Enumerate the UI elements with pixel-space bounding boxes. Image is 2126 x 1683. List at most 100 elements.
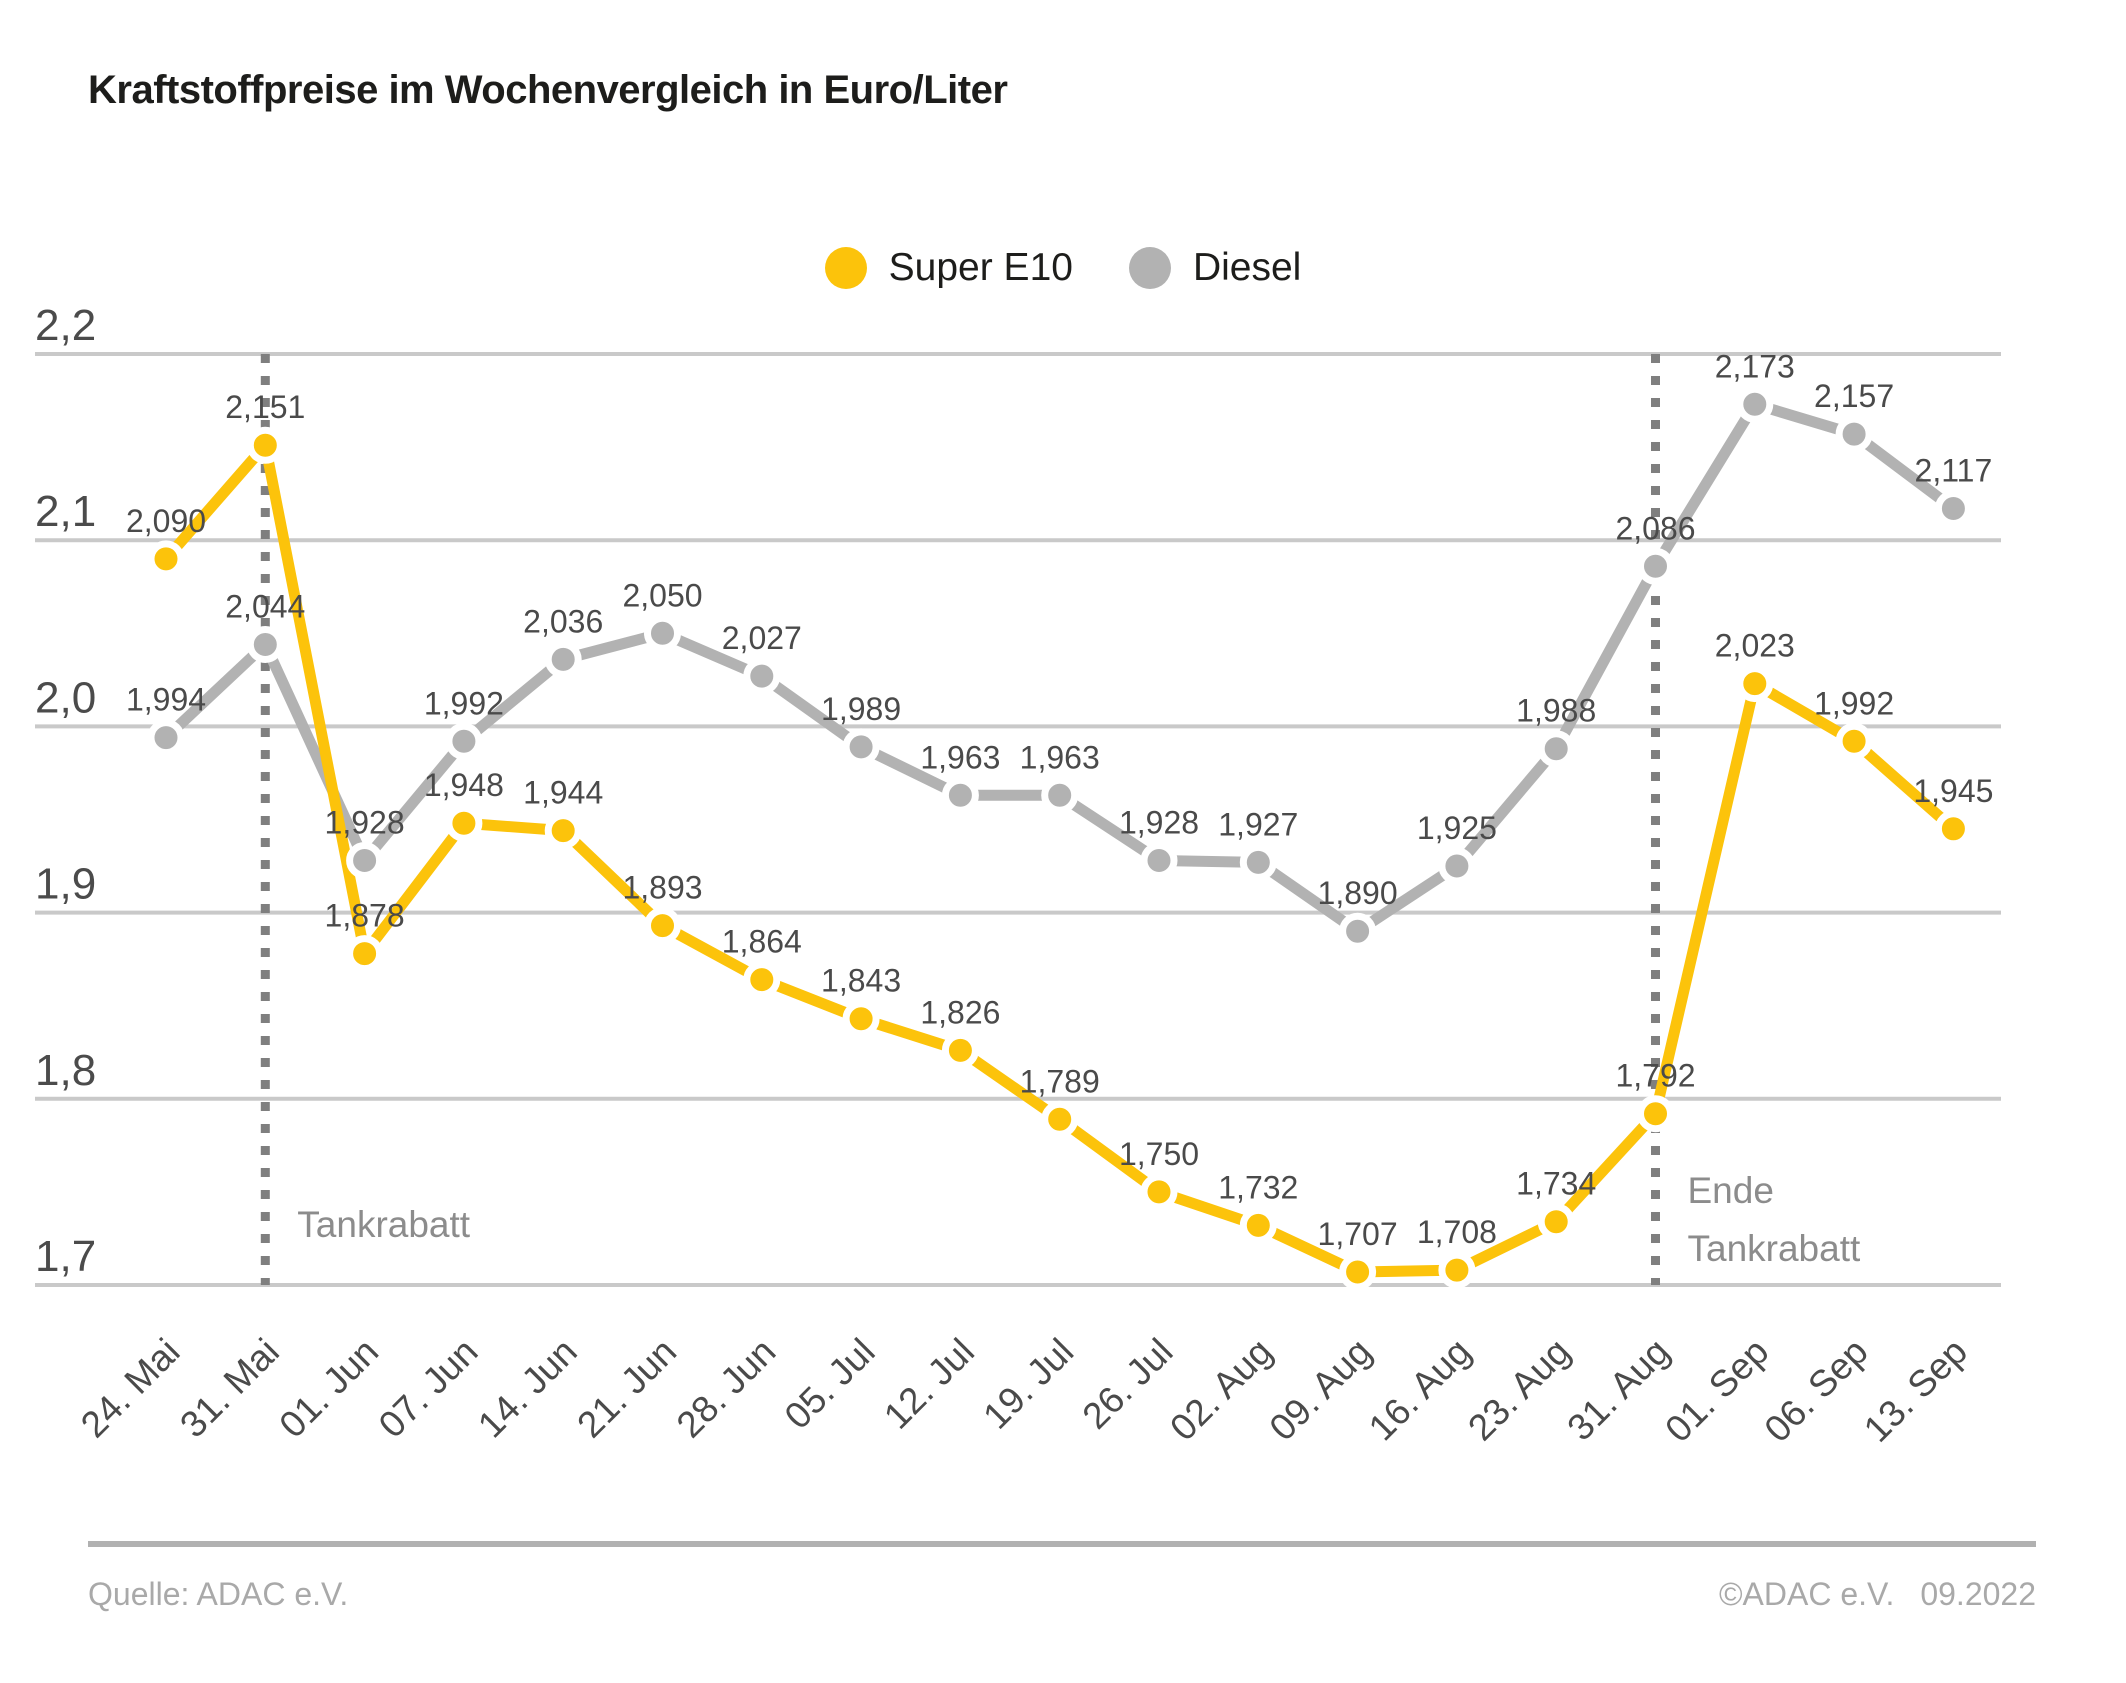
data-point-super-e10-01-jun [346,935,384,973]
data-point-super-e10-31-aug [1637,1095,1674,1133]
data-point-diesel-23-aug [1537,730,1575,768]
data-point-diesel-06-sep [1835,415,1873,453]
data-point-diesel-02-aug [1239,843,1277,881]
x-axis-tick-label: 31. Mai [172,1331,287,1446]
data-point-diesel-31-aug [1637,547,1674,585]
legend-dot-super-e10-icon [824,247,867,289]
x-axis-tick-label: 31. Aug [1559,1331,1677,1449]
data-label-diesel-02-aug: 1,927 [1218,806,1298,842]
data-label-diesel-24-mai: 1,994 [126,682,206,718]
data-point-diesel-21-jun [644,614,681,652]
data-label-super-e10-31-mai: 2,151 [225,389,305,425]
data-point-diesel-07-jun [445,722,483,760]
data-point-super-e10-19-jul [1041,1100,1079,1138]
x-axis-tick-label: 23. Aug [1460,1331,1578,1449]
x-axis-tick-label: 28. Jun [669,1331,784,1446]
data-point-super-e10-31-mai [246,426,284,464]
x-axis-tick-label: 13. Sep [1856,1331,1975,1450]
x-axis-tick-label: 09. Aug [1262,1331,1380,1449]
data-point-diesel-01-jun [346,841,384,879]
chart-legend: Super E10 Diesel [0,246,2126,290]
chart-title: Kraftstoffpreise im Wochenvergleich in E… [88,68,1008,112]
data-label-super-e10-14-jun: 1,944 [523,775,603,811]
data-label-super-e10-07-jun: 1,948 [424,767,504,803]
y-axis-tick-label: 2,0 [35,673,96,722]
data-point-diesel-09-aug [1339,912,1377,950]
footer-copyright: ©ADAC e.V. [1718,1576,1895,1612]
data-point-super-e10-06-sep [1835,722,1873,760]
data-label-diesel-06-sep: 2,157 [1814,378,1894,414]
x-axis-tick-label: 24. Mai [73,1331,188,1446]
data-point-diesel-01-sep [1736,385,1774,423]
data-label-super-e10-21-jun: 1,893 [622,870,702,906]
annotation-text-tankrabatt: Tankrabatt [297,1204,470,1245]
annotation-text-ende: Ende [1688,1170,1774,1211]
data-point-diesel-16-aug [1438,847,1476,885]
data-label-super-e10-01-jun: 1,878 [325,898,405,934]
data-point-super-e10-24-mai [147,540,185,578]
data-label-super-e10-13-sep: 1,945 [1913,773,1993,809]
data-point-diesel-14-jun [544,640,582,678]
annotation-text-tankrabatt: Tankrabatt [1688,1228,1861,1269]
x-axis-tick-label: 19. Jul [975,1331,1081,1437]
data-point-diesel-12-jul [941,776,979,814]
data-point-diesel-13-sep [1934,490,1972,528]
data-point-super-e10-13-sep [1934,810,1972,848]
legend-item-super-e10: Super E10 [824,246,1073,290]
data-label-super-e10-19-jul: 1,789 [1020,1063,1100,1099]
data-point-super-e10-16-aug [1438,1251,1476,1289]
x-axis-tick-label: 01. Sep [1657,1331,1776,1450]
x-axis-tick-label: 05. Jul [777,1331,883,1437]
legend-dot-diesel-icon [1128,247,1171,289]
data-label-diesel-13-sep: 2,117 [1915,453,1993,489]
y-axis-tick-label: 1,9 [35,860,96,909]
x-axis-tick-label: 12. Jul [876,1331,982,1437]
data-label-diesel-01-sep: 2,173 [1715,348,1795,384]
data-label-diesel-26-jul: 1,928 [1119,804,1199,840]
data-point-diesel-24-mai [147,719,185,757]
data-point-super-e10-26-jul [1140,1173,1178,1211]
data-point-super-e10-09-aug [1339,1253,1377,1291]
data-label-super-e10-05-jul: 1,843 [821,963,901,999]
x-axis-tick-label: 16. Aug [1361,1331,1479,1449]
data-point-super-e10-23-aug [1537,1203,1575,1241]
footer-copyright-block: ©ADAC e.V. 09.2022 [1719,1576,2036,1613]
data-label-diesel-28-jun: 2,027 [722,620,802,656]
footer-source: Quelle: ADAC e.V. [88,1576,349,1612]
data-label-diesel-16-aug: 1,925 [1417,810,1497,846]
data-label-diesel-14-jun: 2,036 [523,603,603,639]
legend-label-diesel: Diesel [1192,246,1302,289]
x-axis-tick-label: 21. Jun [569,1331,684,1446]
data-point-super-e10-02-aug [1239,1206,1277,1244]
series-line-super-e10 [160,439,1959,1278]
data-label-diesel-05-jul: 1,989 [821,691,901,727]
data-label-super-e10-09-aug: 1,707 [1318,1216,1398,1252]
x-axis-tick-label: 02. Aug [1162,1331,1280,1449]
data-label-super-e10-06-sep: 1,992 [1814,685,1894,721]
footer-divider [88,1541,2036,1547]
data-point-diesel-26-jul [1140,841,1178,879]
data-label-diesel-01-jun: 1,928 [325,804,405,840]
x-axis-tick-label: 01. Jun [271,1331,386,1446]
footer: Quelle: ADAC e.V. ©ADAC e.V. 09.2022 [88,1576,2036,1613]
y-axis-tick-label: 2,2 [35,301,96,350]
data-point-super-e10-14-jun [544,812,582,850]
data-point-super-e10-28-jun [743,961,781,999]
data-point-diesel-19-jul [1041,776,1079,814]
footer-date: 09.2022 [1920,1576,2036,1612]
y-axis-tick-label: 2,1 [35,487,96,536]
x-axis-tick-label: 06. Sep [1757,1331,1876,1450]
data-label-super-e10-23-aug: 1,734 [1516,1166,1596,1202]
data-point-super-e10-21-jun [644,907,681,945]
legend-item-diesel: Diesel [1128,246,1302,290]
data-label-diesel-12-jul: 1,963 [920,739,1000,775]
x-axis-tick-label: 07. Jun [371,1331,486,1446]
data-label-super-e10-12-jul: 1,826 [920,994,1000,1030]
series-line-diesel [160,398,1959,937]
data-label-super-e10-16-aug: 1,708 [1417,1214,1497,1250]
data-label-super-e10-01-sep: 2,023 [1715,628,1795,664]
data-label-super-e10-31-aug: 1,792 [1615,1058,1695,1094]
